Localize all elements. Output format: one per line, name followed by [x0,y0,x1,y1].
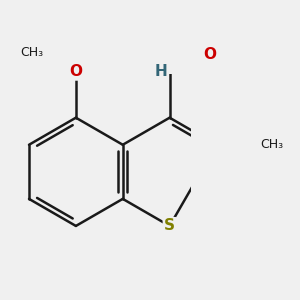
Text: CH₃: CH₃ [260,138,283,151]
Text: S: S [164,218,175,233]
Text: O: O [69,64,82,79]
Text: H: H [154,64,167,79]
Text: O: O [203,46,216,62]
Text: CH₃: CH₃ [20,46,43,59]
